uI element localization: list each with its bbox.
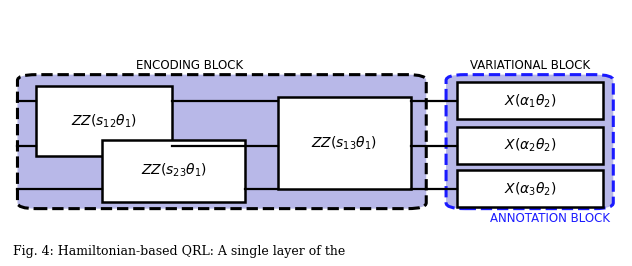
Bar bbox=[457, 170, 603, 207]
Bar bbox=[457, 82, 603, 119]
Text: ANNOTATION BLOCK: ANNOTATION BLOCK bbox=[490, 212, 611, 225]
Text: $ZZ(s_{23}\theta_1)$: $ZZ(s_{23}\theta_1)$ bbox=[140, 162, 207, 180]
Text: $ZZ(s_{12}\theta_1)$: $ZZ(s_{12}\theta_1)$ bbox=[71, 113, 137, 130]
Text: VARIATIONAL BLOCK: VARIATIONAL BLOCK bbox=[470, 59, 590, 72]
Bar bbox=[277, 97, 411, 189]
FancyBboxPatch shape bbox=[18, 75, 426, 209]
Text: $X(\alpha_3\theta_2)$: $X(\alpha_3\theta_2)$ bbox=[504, 180, 556, 198]
Text: ENCODING BLOCK: ENCODING BLOCK bbox=[136, 59, 243, 72]
Text: Fig. 4: Hamiltonian-based QRL: A single layer of the: Fig. 4: Hamiltonian-based QRL: A single … bbox=[13, 245, 345, 258]
Bar bbox=[36, 86, 173, 156]
FancyBboxPatch shape bbox=[446, 75, 613, 209]
Text: $ZZ(s_{13}\theta_1)$: $ZZ(s_{13}\theta_1)$ bbox=[311, 134, 377, 152]
Bar bbox=[102, 140, 245, 202]
Text: $X(\alpha_1\theta_2)$: $X(\alpha_1\theta_2)$ bbox=[504, 92, 556, 110]
Bar bbox=[457, 127, 603, 164]
Text: $X(\alpha_2\theta_2)$: $X(\alpha_2\theta_2)$ bbox=[504, 137, 556, 154]
